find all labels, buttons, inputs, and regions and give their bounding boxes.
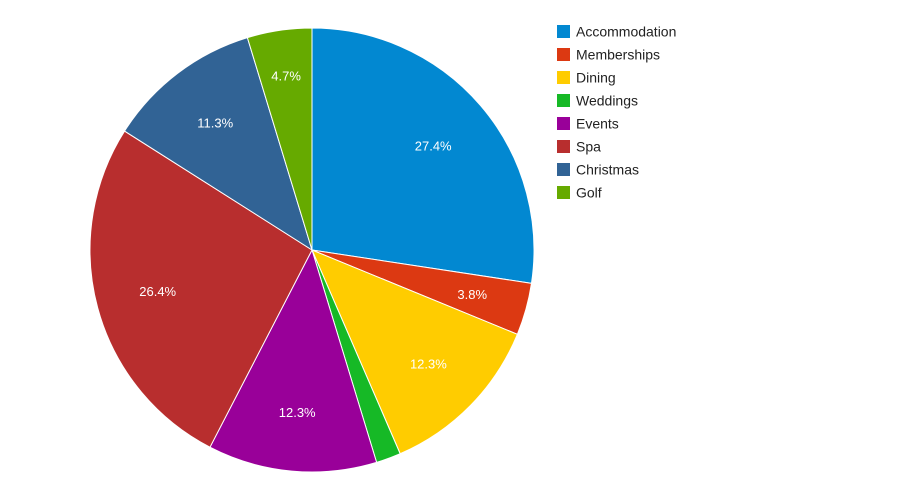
legend-item-christmas[interactable]: Christmas bbox=[557, 162, 639, 178]
pie-slice-label-golf: 4.7% bbox=[271, 69, 301, 84]
legend-label: Events bbox=[576, 116, 619, 132]
legend-item-golf[interactable]: Golf bbox=[557, 185, 602, 201]
legend-label: Accommodation bbox=[576, 24, 676, 40]
pie-slice-accommodation[interactable] bbox=[311, 27, 535, 284]
legend-label: Dining bbox=[576, 70, 616, 86]
legend-swatch bbox=[557, 94, 570, 107]
legend-swatch bbox=[557, 48, 570, 61]
legend-item-memberships[interactable]: Memberships bbox=[557, 47, 660, 63]
pie-slice-christmas[interactable] bbox=[123, 36, 313, 252]
legend-item-spa[interactable]: Spa bbox=[557, 139, 601, 155]
legend-label: Memberships bbox=[576, 47, 660, 63]
legend-swatch bbox=[557, 140, 570, 153]
legend-item-dining[interactable]: Dining bbox=[557, 70, 616, 86]
legend-swatch bbox=[557, 71, 570, 84]
legend-swatch bbox=[557, 117, 570, 130]
pie-slice-golf[interactable] bbox=[246, 27, 313, 251]
legend: Accommodation Memberships Dining Weddings Ev… bbox=[557, 24, 676, 201]
pie-slice-events[interactable] bbox=[209, 248, 378, 473]
legend-swatch bbox=[557, 186, 570, 199]
legend-label: Spa bbox=[576, 139, 601, 155]
pie-slice-label-memberships: 3.8% bbox=[457, 287, 487, 302]
pie-slice-labels: 27.4% 3.8% 12.3% 12.3% 26.4% 11.3% 4.7% bbox=[139, 69, 487, 420]
pie-slices bbox=[89, 27, 535, 473]
pie-slice-label-dining: 12.3% bbox=[410, 357, 447, 372]
legend-label: Weddings bbox=[576, 93, 638, 109]
legend-item-accommodation[interactable]: Accommodation bbox=[557, 24, 676, 40]
pie-slice-spa[interactable] bbox=[89, 130, 313, 448]
pie-slice-label-spa: 26.4% bbox=[139, 284, 176, 299]
pie-slice-dining[interactable] bbox=[311, 249, 519, 455]
pie-slice-label-christmas: 11.3% bbox=[197, 115, 233, 130]
pie-slice-label-events: 12.3% bbox=[279, 405, 316, 420]
legend-item-weddings[interactable]: Weddings bbox=[557, 93, 638, 109]
legend-item-events[interactable]: Events bbox=[557, 116, 619, 132]
legend-label: Golf bbox=[576, 185, 602, 201]
legend-swatch bbox=[557, 25, 570, 38]
legend-swatch bbox=[557, 163, 570, 176]
legend-label: Christmas bbox=[576, 162, 639, 178]
pie-slice-label-accommodation: 27.4% bbox=[415, 138, 452, 153]
